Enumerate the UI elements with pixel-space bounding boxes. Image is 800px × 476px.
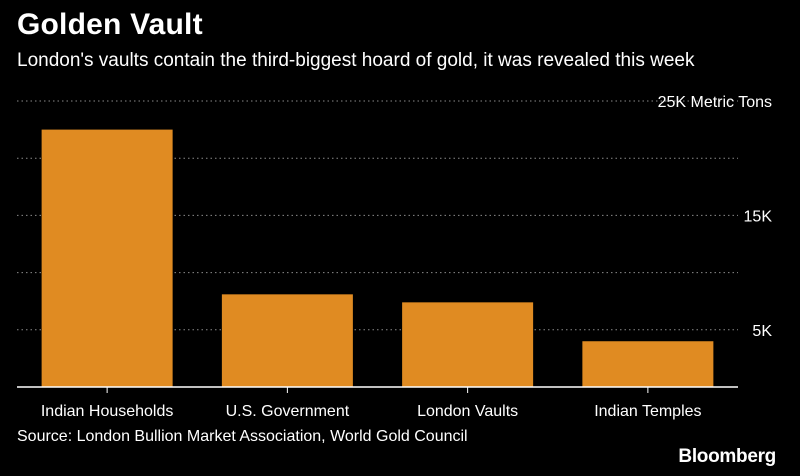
bar	[582, 341, 714, 387]
x-tick-label: U.S. Government	[226, 403, 350, 420]
chart-subtitle: London's vaults contain the third-bigges…	[17, 50, 695, 71]
y-tick-label: 15K	[744, 208, 773, 225]
bar	[402, 302, 534, 387]
x-tick-label: London Vaults	[417, 403, 518, 420]
x-tick-label: Indian Households	[41, 403, 174, 420]
chart-title: Golden Vault	[17, 8, 203, 41]
bar	[221, 294, 353, 387]
y-tick-label: 25K Metric Tons	[658, 94, 772, 111]
bar	[41, 129, 173, 387]
bloomberg-logo: Bloomberg	[678, 446, 776, 467]
y-tick-label: 5K	[752, 323, 772, 340]
x-tick-label: Indian Temples	[594, 403, 701, 420]
source-note: Source: London Bullion Market Associatio…	[17, 428, 468, 445]
